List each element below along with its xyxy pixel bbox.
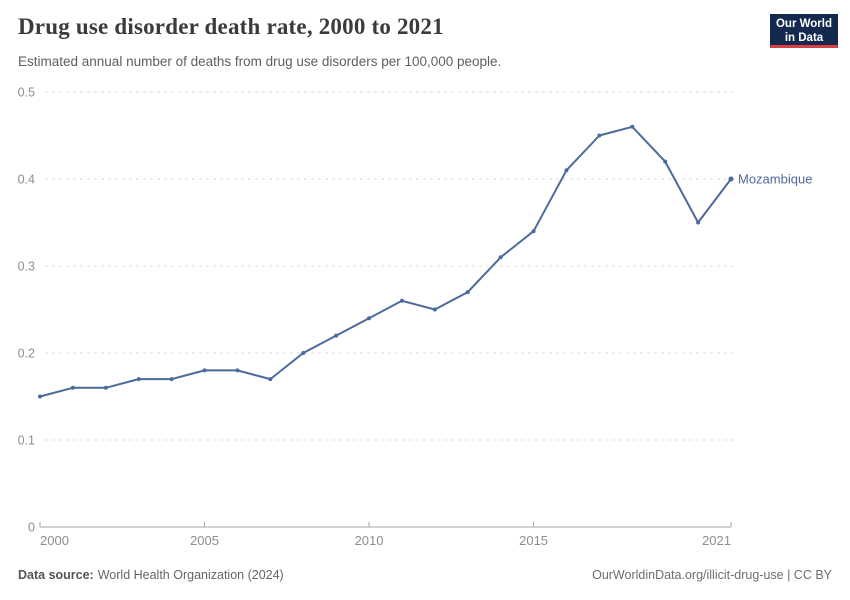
y-axis-label: 0.3 [18, 260, 35, 274]
data-point [696, 220, 701, 225]
data-point [498, 255, 503, 260]
y-axis-label: 0.1 [18, 434, 35, 448]
x-axis-label: 2000 [40, 533, 69, 548]
x-axis-label: 2005 [190, 533, 219, 548]
credit-line: OurWorldinData.org/illicit-drug-use | CC… [592, 568, 832, 582]
data-point [136, 377, 141, 382]
data-point [202, 368, 207, 373]
y-axis-label: 0.2 [18, 347, 35, 361]
data-point [465, 290, 470, 295]
data-point [531, 229, 536, 234]
owid-logo: Our World in Data [770, 14, 838, 48]
data-source: Data source: World Health Organization (2… [18, 568, 284, 582]
data-point [663, 159, 668, 164]
chart-footer: Data source: World Health Organization (2… [18, 568, 832, 582]
data-point [334, 333, 339, 338]
data-point [268, 377, 273, 382]
data-line [39, 125, 732, 398]
x-axis-label: 2010 [355, 533, 384, 548]
data-point [301, 351, 306, 355]
data-point [630, 124, 635, 129]
chart-subtitle: Estimated annual number of deaths from d… [18, 54, 502, 69]
data-point [70, 385, 75, 390]
x-axis-label: 2015 [519, 533, 548, 548]
data-point [432, 307, 437, 312]
data-point-end [728, 176, 734, 182]
data-point [399, 298, 404, 303]
y-axis-label: 0.4 [18, 173, 35, 187]
data-point [564, 168, 569, 173]
data-source-label: Data source: [18, 568, 94, 582]
data-point [367, 316, 372, 321]
data-point [597, 133, 602, 138]
y-axis-label: 0 [28, 521, 35, 535]
x-axis-label: 2021 [702, 533, 731, 548]
owid-logo-line1: Our World [775, 18, 832, 30]
data-source-value: World Health Organization (2024) [97, 568, 284, 582]
owid-logo-line2: in Data [784, 32, 824, 44]
data-point [38, 394, 42, 399]
chart-title: Drug use disorder death rate, 2000 to 20… [18, 14, 444, 39]
series-end-label: Mozambique [738, 172, 812, 187]
data-point [103, 385, 108, 390]
data-point [235, 368, 240, 373]
y-axis-label: 0.5 [18, 86, 35, 100]
data-point [169, 377, 174, 382]
